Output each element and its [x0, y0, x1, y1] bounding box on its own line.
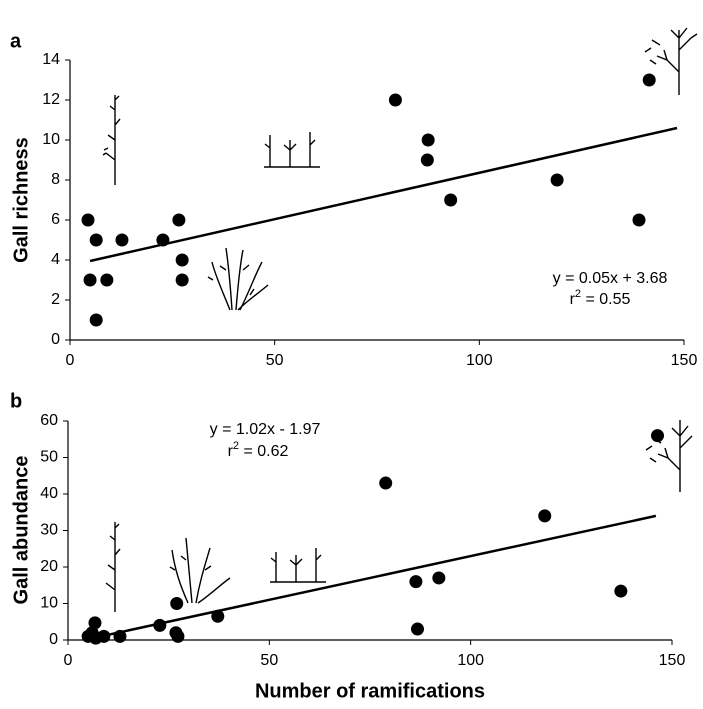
panel-label: b	[10, 390, 22, 412]
data-point	[175, 273, 189, 287]
data-point	[632, 213, 646, 227]
equation: y = 0.05x + 3.68	[553, 270, 668, 287]
x-tick-label: 150	[659, 652, 686, 669]
data-point	[538, 509, 552, 523]
y-tick-label: 10	[42, 131, 60, 148]
data-point	[444, 193, 458, 207]
r-value: = 0.55	[581, 291, 630, 308]
x-tick-label: 100	[466, 352, 493, 369]
y-tick-label: 6	[51, 211, 60, 228]
data-point	[171, 629, 185, 643]
data-point	[172, 213, 186, 227]
y-tick-label: 50	[40, 449, 58, 466]
r-squared: r2 = 0.55	[570, 288, 631, 308]
y-tick-label: 10	[40, 595, 58, 612]
x-tick-label: 50	[260, 652, 278, 669]
data-point	[388, 93, 402, 107]
r-squared: r2 = 0.62	[228, 440, 289, 460]
y-tick-label: 20	[40, 558, 58, 575]
y-tick-label: 30	[40, 522, 58, 539]
data-point	[614, 584, 628, 598]
data-point	[409, 575, 423, 589]
data-point	[81, 213, 95, 227]
x-tick-label: 50	[266, 352, 284, 369]
data-point	[642, 73, 656, 87]
x-tick-label: 100	[457, 652, 484, 669]
data-point	[113, 629, 127, 643]
y-tick-label: 0	[51, 331, 60, 348]
x-tick-label: 0	[64, 652, 73, 669]
r-superscript: 2	[575, 288, 581, 300]
data-point	[83, 273, 97, 287]
y-tick-label: 40	[40, 485, 58, 502]
data-point	[432, 571, 446, 585]
y-tick-label: 60	[40, 412, 58, 429]
y-tick-label: 4	[51, 251, 60, 268]
data-point	[550, 173, 564, 187]
data-point	[175, 253, 189, 267]
data-point	[420, 153, 434, 167]
trendline	[89, 126, 678, 263]
r-symbol: r	[228, 443, 234, 460]
data-point	[89, 233, 103, 247]
panel-label: a	[10, 30, 22, 52]
r-superscript: 2	[233, 440, 239, 452]
trendline	[83, 514, 657, 642]
y-tick-label: 0	[49, 631, 58, 648]
data-point	[421, 133, 435, 147]
data-point	[651, 429, 665, 443]
branch-icon	[102, 27, 698, 612]
x-tick-label: 150	[671, 352, 698, 369]
y-tick-label: 2	[51, 291, 60, 308]
data-point	[153, 618, 167, 632]
y-tick-label: 8	[51, 171, 60, 188]
data-point	[89, 313, 103, 327]
y-tick-label: 14	[42, 51, 60, 68]
data-point	[379, 476, 393, 490]
y-tick-label: 12	[42, 91, 60, 108]
x-axis-title: Number of ramifications	[255, 680, 485, 702]
x-tick-label: 0	[66, 352, 75, 369]
data-point	[100, 273, 114, 287]
data-point	[115, 233, 129, 247]
data-point	[411, 622, 425, 636]
data-point	[88, 616, 102, 630]
data-point	[211, 609, 225, 623]
r-symbol: r	[570, 291, 576, 308]
data-point	[156, 233, 170, 247]
y-axis-title: Gall richness	[10, 137, 32, 263]
data-point	[170, 597, 184, 610]
y-axis-title: Gall abundance	[10, 456, 32, 605]
r-value: = 0.62	[239, 443, 288, 460]
data-point	[97, 629, 111, 643]
equation: y = 1.02x - 1.97	[210, 421, 321, 438]
